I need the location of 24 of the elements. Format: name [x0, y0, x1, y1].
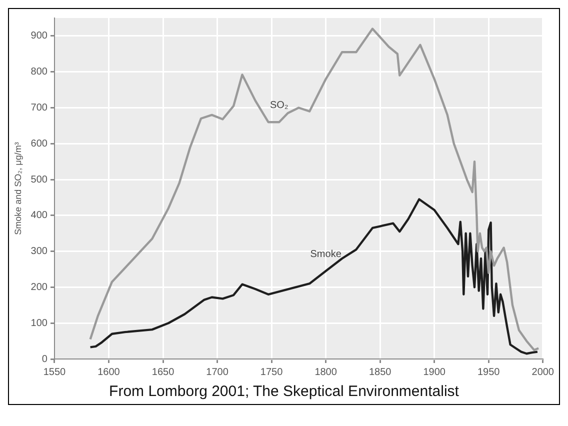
x-tick-label: 2000 — [532, 366, 554, 378]
x-tick-label: 1950 — [477, 366, 500, 378]
y-axis-title: Smoke and SO₂, μg/m³ — [12, 142, 23, 235]
y-tick-label: 600 — [30, 138, 48, 150]
x-tick-label: 1600 — [98, 366, 120, 378]
series-label: SO₂ — [270, 100, 288, 111]
x-tick-label: 1700 — [206, 366, 229, 378]
x-tick-label: 1800 — [314, 366, 338, 378]
x-tick-label: 1850 — [368, 366, 392, 378]
x-tick-label: 1550 — [43, 366, 66, 378]
series-label: Smoke — [310, 248, 342, 260]
y-tick-label: 800 — [30, 66, 48, 78]
y-tick-label: 500 — [30, 174, 48, 186]
x-tick-label: 1750 — [260, 366, 284, 378]
y-tick-label: 100 — [30, 318, 48, 329]
x-tick-label: 1650 — [152, 366, 175, 378]
y-tick-label: 900 — [30, 30, 48, 42]
y-tick-label: 0 — [42, 354, 48, 365]
y-tick-label: 200 — [30, 282, 48, 293]
y-tick-label: 400 — [30, 210, 48, 222]
text: From Lomborg 2001; The Skeptical Environmentalist — [108, 382, 460, 402]
y-tick-label: 300 — [30, 246, 48, 258]
y-tick-label: 700 — [30, 102, 48, 114]
x-tick-label: 1900 — [423, 366, 446, 378]
